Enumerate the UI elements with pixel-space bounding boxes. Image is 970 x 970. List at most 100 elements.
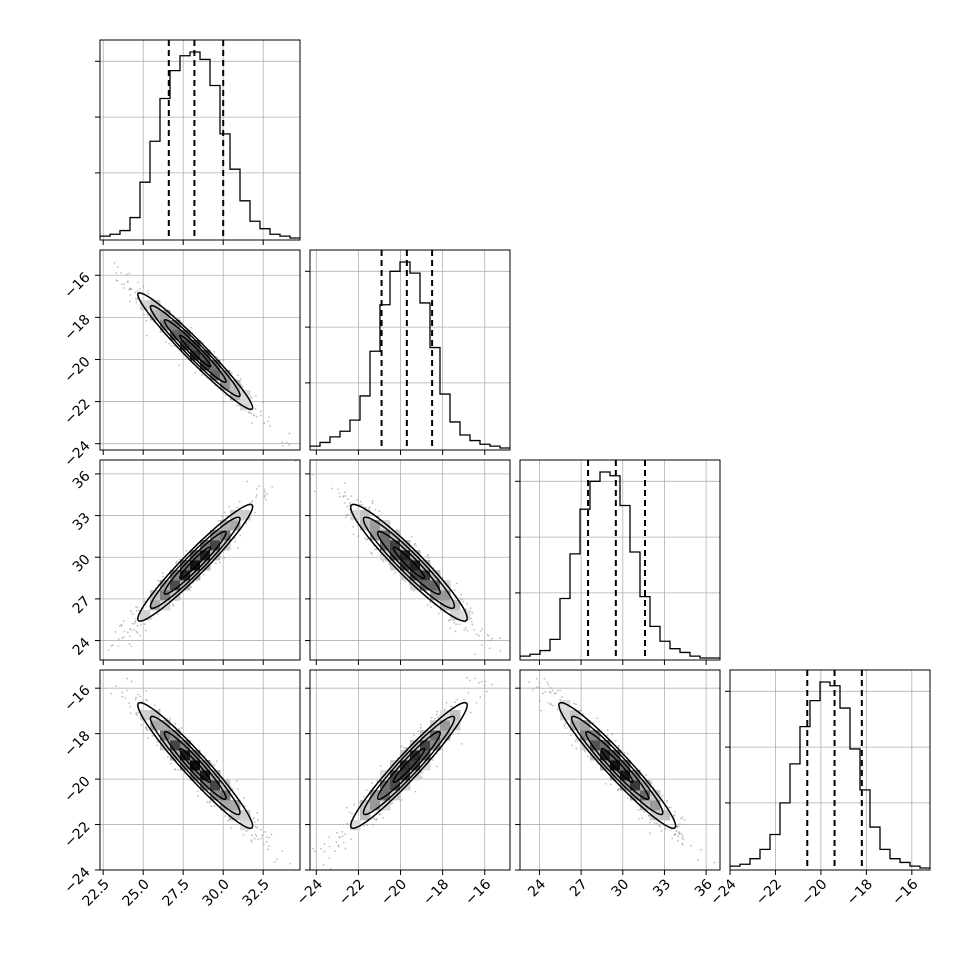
- density-cell: [220, 380, 231, 391]
- sample-point: [478, 681, 480, 684]
- density-cell: [570, 710, 581, 721]
- sample-point: [263, 496, 266, 498]
- sample-point: [119, 625, 121, 627]
- sample-point: [648, 814, 650, 817]
- sample-point: [471, 623, 474, 626]
- density-cell: [230, 800, 241, 811]
- sample-point: [238, 500, 241, 503]
- density-cell: [630, 780, 641, 791]
- sample-point: [137, 711, 140, 714]
- sample-point: [145, 334, 148, 337]
- sample-point: [243, 797, 245, 799]
- sample-point: [394, 572, 397, 574]
- sample-point: [559, 689, 562, 692]
- density-cell: [400, 780, 411, 791]
- sample-point: [464, 626, 467, 629]
- sample-point: [264, 498, 267, 501]
- sample-point: [208, 800, 211, 803]
- sample-point: [94, 654, 96, 656]
- sample-point: [130, 645, 133, 648]
- sample-point: [107, 649, 110, 651]
- sample-point: [564, 722, 567, 725]
- sample-point: [543, 677, 546, 680]
- sample-point: [454, 701, 457, 704]
- sample-point: [382, 817, 384, 819]
- sample-point: [270, 833, 273, 836]
- sample-point: [180, 727, 183, 729]
- sample-point: [653, 822, 656, 824]
- panel-frame: [99, 39, 301, 241]
- sample-point: [680, 832, 683, 835]
- density-cell: [450, 710, 461, 721]
- sample-point: [478, 634, 481, 637]
- sample-point: [440, 748, 443, 751]
- sample-point: [261, 834, 263, 837]
- sample-point: [583, 750, 586, 753]
- sample-point: [650, 781, 653, 784]
- y-tick-label: −16: [61, 682, 93, 714]
- density-cell: [420, 570, 431, 581]
- sample-point: [390, 802, 392, 805]
- sample-point: [133, 628, 135, 631]
- sample-point: [417, 730, 420, 733]
- sample-point: [263, 422, 266, 425]
- sample-point: [474, 653, 476, 656]
- sample-point: [177, 769, 180, 771]
- sample-point: [110, 692, 112, 695]
- sample-point: [341, 835, 344, 838]
- sample-point: [664, 827, 667, 830]
- sample-point: [359, 500, 362, 503]
- sample-point: [135, 696, 137, 699]
- sample-point: [248, 411, 251, 414]
- panel-1-1: [305, 249, 511, 455]
- x-tick-label: 27.5: [160, 876, 193, 909]
- sample-point: [344, 516, 347, 519]
- sample-point: [302, 884, 304, 886]
- sample-point: [216, 356, 219, 359]
- sample-point: [123, 636, 125, 639]
- contour-level-3: [137, 701, 254, 830]
- density-cell: [150, 710, 161, 721]
- density-cell: [460, 610, 471, 621]
- sample-point: [404, 580, 407, 583]
- sample-point: [175, 562, 178, 564]
- sample-point: [138, 609, 140, 612]
- sample-point: [117, 638, 120, 640]
- sample-point: [443, 708, 446, 711]
- sample-point: [421, 771, 424, 774]
- sample-point: [538, 699, 541, 702]
- sample-point: [337, 844, 340, 846]
- y-tick-label: 33: [70, 510, 94, 534]
- sample-point: [535, 686, 538, 689]
- sample-point: [337, 488, 339, 491]
- sample-point: [135, 618, 137, 620]
- sample-point: [680, 817, 683, 820]
- sample-point: [481, 628, 484, 630]
- density-cell: [240, 810, 251, 821]
- density-cell: [240, 820, 251, 831]
- sample-point: [235, 780, 238, 782]
- sample-point: [115, 279, 118, 282]
- sample-point: [430, 717, 433, 719]
- sample-point: [681, 837, 684, 839]
- density-cell: [410, 770, 421, 781]
- density-cell: [240, 510, 251, 521]
- density-cell: [650, 810, 661, 821]
- density-cell: [580, 730, 591, 741]
- sample-point: [136, 632, 139, 634]
- x-tick-label: −22: [753, 876, 785, 908]
- sample-point: [281, 850, 284, 853]
- sample-point: [627, 797, 629, 800]
- sample-point: [241, 385, 244, 388]
- density-cell: [610, 750, 621, 761]
- sample-point: [666, 801, 668, 804]
- sample-point: [375, 819, 378, 821]
- panel-2-0: 24 27 30 33 36: [70, 459, 301, 665]
- x-tick-label: 24: [525, 876, 549, 900]
- sample-point: [128, 643, 131, 645]
- density-cell: [160, 720, 171, 731]
- sample-point: [194, 371, 197, 374]
- sample-point: [404, 747, 407, 750]
- sample-point: [345, 806, 348, 809]
- sample-point: [531, 689, 534, 691]
